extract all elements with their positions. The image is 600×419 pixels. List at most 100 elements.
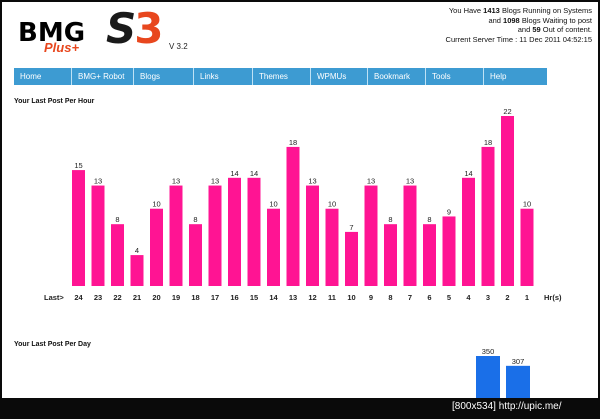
x-tick-label: 6 <box>427 293 431 302</box>
x-tick-label: 9 <box>369 293 373 302</box>
system-status: You Have 1413 Blogs Running on Systems a… <box>446 6 592 44</box>
x-tick-label: 24 <box>74 293 83 302</box>
logo-bmg: BMG <box>18 18 86 48</box>
out-of-content-count: 59 <box>532 25 541 34</box>
x-tick-label: 8 <box>388 293 392 302</box>
x-tick-label: 5 <box>447 293 451 302</box>
bar-hour-18 <box>189 224 202 286</box>
x-tick-label: 18 <box>191 293 199 302</box>
bar-value-label: 8 <box>427 215 431 224</box>
bar-value-label: 8 <box>388 215 392 224</box>
logo-s3: S3 <box>106 4 164 53</box>
server-time: Current Server Time : 11 Dec 2011 04:52:… <box>445 34 592 44</box>
bar-value-label: 10 <box>269 200 277 209</box>
bar-hour-19 <box>169 185 183 286</box>
bar-hour-4 <box>462 177 475 286</box>
bar-value-label: 13 <box>308 177 316 186</box>
x-tick-label: 17 <box>211 293 219 302</box>
bar-value-label: 13 <box>94 177 102 186</box>
bar-hour-17 <box>208 185 222 286</box>
bar-value-label: 22 <box>503 107 511 116</box>
bar-hour-10 <box>345 231 358 286</box>
image-host-watermark: [800x534] http://upic.me/ <box>452 401 562 412</box>
x-tick-label: 14 <box>269 293 278 302</box>
bar-value-label: 18 <box>289 138 297 147</box>
x-axis-left-label: Last> <box>44 293 64 302</box>
bar-value-label: 8 <box>115 215 119 224</box>
bar-hour-15 <box>247 177 261 286</box>
nav-wpmus[interactable]: WPMUs <box>311 68 368 85</box>
bar-value-label: 13 <box>406 177 414 186</box>
nav-tools[interactable]: Tools <box>426 68 484 85</box>
bar-hour-13 <box>286 146 300 286</box>
bar-value-label: 9 <box>447 207 451 216</box>
bmg-logo[interactable]: BMG Plus+ S3 V 3.2 <box>14 4 204 56</box>
nav-links[interactable]: Links <box>194 68 253 85</box>
x-tick-label: 2 <box>505 293 509 302</box>
bar-value-label: 10 <box>152 200 160 209</box>
bar-value-label: 4 <box>135 246 139 255</box>
x-tick-label: 13 <box>289 293 297 302</box>
status-line-running: You Have 1413 Blogs Running on Systems <box>448 6 592 15</box>
nav-home[interactable]: Home <box>14 68 72 85</box>
x-tick-label: 10 <box>347 293 355 302</box>
bar-hour-11 <box>325 208 339 286</box>
nav-blogs[interactable]: Blogs <box>134 68 194 85</box>
bar-hour-3 <box>481 146 495 286</box>
nav-themes[interactable]: Themes <box>253 68 311 85</box>
bar-hour-7 <box>403 185 417 286</box>
bar-value-label: 10 <box>523 200 531 209</box>
blogs-running-count: 1413 <box>483 6 500 15</box>
x-tick-label: 19 <box>172 293 180 302</box>
nav-help[interactable]: Help <box>490 72 507 81</box>
bar-hour-14 <box>267 208 280 286</box>
bar-value-label: 18 <box>484 138 492 147</box>
bar-value-label: 14 <box>230 169 238 178</box>
x-tick-label: 7 <box>408 293 412 302</box>
x-tick-label: 23 <box>94 293 102 302</box>
bar-hour-9 <box>364 185 378 286</box>
bar-value-label: 8 <box>193 215 197 224</box>
x-axis-right-label: Hr(s) <box>544 293 562 302</box>
bar-value-label: 10 <box>328 200 336 209</box>
bar-day-1 <box>476 356 500 398</box>
nav-bmg-robot[interactable]: BMG+ Robot <box>72 68 134 85</box>
bar-hour-20 <box>150 208 163 286</box>
bar-hour-8 <box>384 224 397 286</box>
status-line-content: and 59 Out of content. <box>517 25 592 34</box>
bar-value-label: 13 <box>211 177 219 186</box>
bar-hour-16 <box>228 177 241 286</box>
bar-value-label: 13 <box>367 177 375 186</box>
bar-value-label: 14 <box>250 169 258 178</box>
per-hour-chart: 1524132382242110201319818131714161415101… <box>44 107 562 302</box>
x-tick-label: 20 <box>152 293 160 302</box>
page: BMG Plus+ S3 V 3.2 You Have 1413 Blogs R… <box>2 2 598 398</box>
blogs-waiting-count: 1098 <box>503 15 520 25</box>
logo-plus: Plus+ <box>44 40 80 55</box>
x-tick-label: 21 <box>133 293 141 302</box>
bar-hour-21 <box>130 255 144 286</box>
bar-hour-6 <box>423 224 436 286</box>
bar-hour-12 <box>306 185 319 286</box>
bar-hour-5 <box>442 216 456 286</box>
x-tick-label: 15 <box>250 293 258 302</box>
bar-value-label: 307 <box>512 357 525 366</box>
x-tick-label: 11 <box>328 293 336 302</box>
per-hour-title: Your Last Post Per Hour <box>14 98 95 105</box>
x-tick-label: 1 <box>525 293 529 302</box>
x-tick-label: 4 <box>466 293 471 302</box>
bar-value-label: 13 <box>172 177 180 186</box>
x-tick-label: 22 <box>113 293 121 302</box>
x-tick-label: 3 <box>486 293 490 302</box>
bar-value-label: 7 <box>349 223 353 232</box>
per-day-title: Your Last Post Per Day <box>14 341 91 348</box>
nav-bookmark[interactable]: Bookmark <box>368 68 426 85</box>
version-label: V 3.2 <box>169 42 188 51</box>
bar-hour-1 <box>520 208 534 286</box>
per-day-chart: 350 307 <box>476 347 530 398</box>
bar-value-label: 15 <box>74 161 82 170</box>
status-line-waiting: and 1098 Blogs Waiting to post <box>488 15 592 25</box>
bar-value-label: 350 <box>482 347 495 356</box>
bar-hour-23 <box>91 185 105 286</box>
x-tick-label: 12 <box>308 293 316 302</box>
